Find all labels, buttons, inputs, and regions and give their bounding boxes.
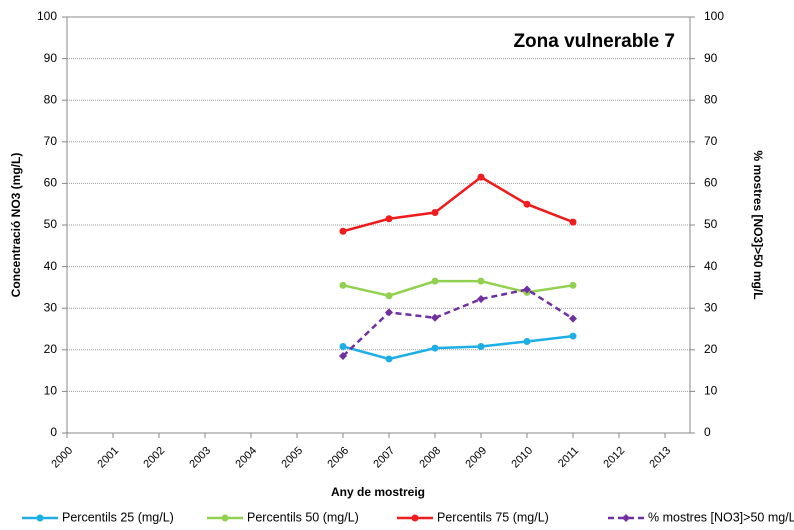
x-tick-label: 2009	[463, 445, 489, 471]
y-tick-label: 60	[44, 176, 58, 190]
point	[477, 173, 485, 181]
y2-tick-label: 10	[704, 384, 718, 398]
y-tick-label: 80	[44, 92, 58, 106]
y2-tick-label: 70	[704, 134, 718, 148]
y-tick-label: 20	[44, 342, 58, 356]
x-tick-label: 2006	[325, 445, 351, 471]
y2-axis-label: % mostres [NO3]>50 mg/L	[751, 150, 765, 299]
point	[339, 342, 347, 350]
y2-tick-label: 80	[704, 92, 718, 106]
y-tick-label: 40	[44, 259, 58, 273]
point	[569, 314, 577, 323]
point	[385, 215, 393, 223]
point	[431, 277, 439, 285]
point	[569, 332, 577, 340]
y2-tick-label: 20	[704, 342, 718, 356]
point	[339, 352, 347, 361]
point	[477, 277, 485, 285]
legend-label: Percentils 75 (mg/L)	[437, 510, 549, 524]
x-tick-label: 2011	[556, 445, 581, 470]
y-tick-label: 30	[44, 300, 58, 314]
x-tick-label: 2012	[601, 445, 627, 471]
chart-title: Zona vulnerable 7	[513, 31, 675, 52]
x-tick-label: 2002	[141, 445, 167, 471]
point	[431, 313, 439, 322]
point	[431, 209, 439, 217]
point	[523, 285, 531, 294]
point	[477, 342, 485, 350]
legend-marker	[622, 514, 630, 522]
x-tick-label: 2010	[509, 445, 535, 471]
x-tick-label: 2007	[371, 445, 397, 471]
legend-label: Percentils 25 (mg/L)	[62, 510, 174, 524]
series-line	[342, 334, 574, 361]
point	[569, 281, 577, 289]
point	[385, 308, 393, 317]
point	[339, 281, 347, 289]
x-tick-label: 2003	[187, 445, 213, 471]
plot-area	[66, 16, 691, 434]
legend-label: Percentils 50 (mg/L)	[247, 510, 359, 524]
y-tick-label: 70	[44, 134, 58, 148]
y2-tick-label: 60	[704, 176, 718, 190]
y-tick-label: 90	[44, 51, 58, 65]
legend-marker	[36, 514, 44, 522]
y-tick-label: 10	[44, 384, 58, 398]
x-tick-label: 2013	[647, 445, 673, 471]
point	[339, 227, 347, 235]
point	[569, 218, 577, 226]
x-tick-label: 2008	[417, 445, 443, 471]
x-tick-label: 2005	[279, 445, 305, 471]
y2-tick-label: 90	[704, 51, 718, 65]
y-axis-label: Concentració NO3 (mg/L)	[9, 153, 23, 298]
point	[523, 337, 531, 345]
legend-label: % mostres [NO3]>50 mg/L	[648, 510, 794, 524]
x-axis-label: Any de mostreig	[331, 485, 425, 499]
point	[385, 355, 393, 363]
y-tick-label: 100	[37, 9, 57, 23]
series-line	[342, 175, 574, 233]
x-tick-label: 2000	[49, 445, 75, 471]
legend-marker	[411, 514, 419, 522]
point	[385, 292, 393, 300]
x-tick-label: 2001	[95, 445, 121, 471]
y2-tick-label: 30	[704, 300, 718, 314]
x-tick-label: 2004	[233, 445, 259, 471]
y2-tick-label: 50	[704, 217, 718, 231]
legend-marker	[221, 514, 229, 522]
series-line	[342, 288, 574, 357]
series-line	[342, 279, 574, 298]
point	[477, 295, 485, 304]
y2-tick-label: 100	[704, 9, 724, 23]
point	[523, 200, 531, 208]
y2-tick-label: 0	[704, 425, 711, 439]
y-tick-label: 0	[50, 425, 57, 439]
y-tick-label: 50	[44, 217, 58, 231]
point	[431, 344, 439, 352]
y2-tick-label: 40	[704, 259, 718, 273]
